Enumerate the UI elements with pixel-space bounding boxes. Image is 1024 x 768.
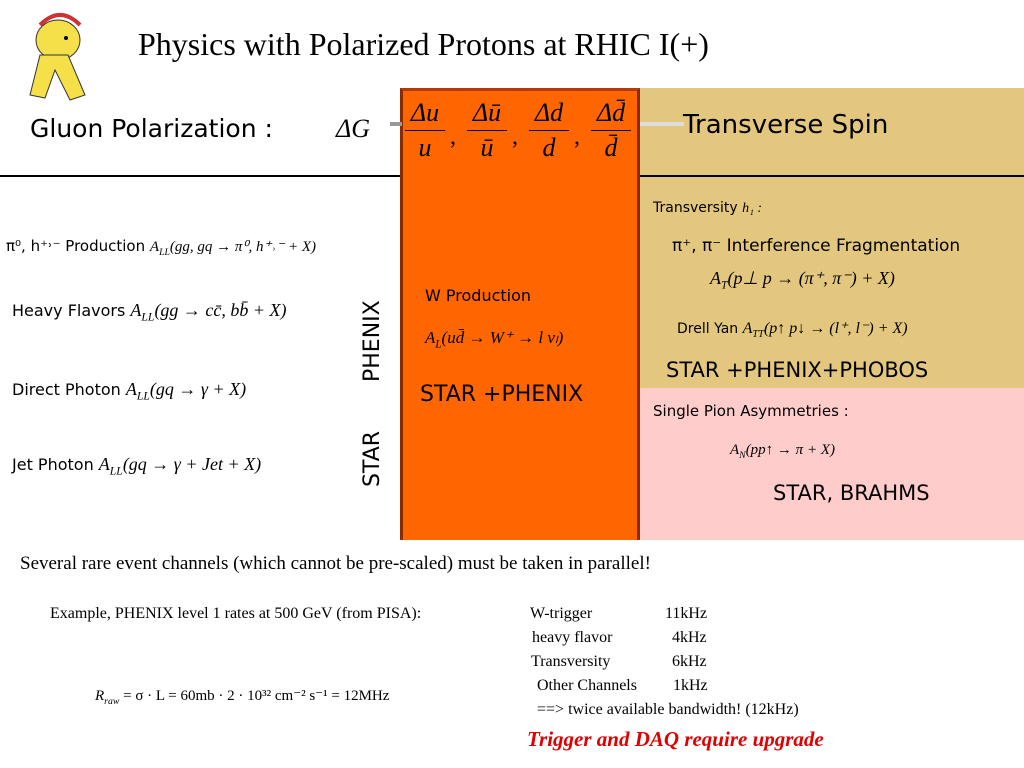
asym: A xyxy=(730,442,740,458)
cartoon xyxy=(0,0,118,112)
experiments: STAR, BRAHMS xyxy=(773,481,930,505)
asym: A xyxy=(98,454,110,474)
rate-name: Other Channels xyxy=(537,677,637,694)
asym-sub: T xyxy=(721,278,728,292)
channel: Heavy Flavors ALL(gg → cc̄, bb̄ + X) xyxy=(12,300,287,324)
asym-expr: (p⊥ p → (π⁺, π⁻) + X) xyxy=(727,268,895,288)
transversity-label: Transversity xyxy=(653,200,738,216)
channel: π⁰, h⁺˒⁻ Production ALL(gg, gq → π⁰, h⁺˒… xyxy=(6,237,316,258)
asym-sub: TT xyxy=(752,329,764,341)
asym-sub: LL xyxy=(109,464,123,478)
formula-sub: raw xyxy=(104,696,120,707)
asymmetry: ALL(gq → γ + Jet + X) xyxy=(98,454,262,478)
asym-sub: LL xyxy=(136,389,150,403)
asym-expr: (pp↑ → π + X) xyxy=(745,442,835,458)
conclusion: Trigger and DAQ require upgrade xyxy=(527,727,824,751)
orange-panel xyxy=(400,88,640,540)
experiments: STAR +PHENIX+PHOBOS xyxy=(666,358,929,382)
phenix-label: PHENIX xyxy=(360,300,385,382)
asymmetry: AN(pp↑ → π + X) xyxy=(730,442,835,461)
gluon-symbol: ΔG xyxy=(336,114,371,143)
separator: , xyxy=(574,124,580,150)
denominator: u xyxy=(418,133,432,162)
single-pion: Single Pion Asymmetries : xyxy=(653,402,849,420)
rate-value: 1kHz xyxy=(673,677,708,694)
asym-expr: (gq → γ + X) xyxy=(149,379,247,399)
asym-sub: LL xyxy=(141,310,155,324)
transverse-title: Transverse Spin xyxy=(683,110,889,140)
asym-sub: LL xyxy=(159,247,170,258)
example: Example, PHENIX level 1 rates at 500 GeV… xyxy=(50,605,422,622)
rate-value: 11kHz xyxy=(665,605,708,622)
denominator: ū xyxy=(480,133,494,162)
tan-panel xyxy=(640,88,1024,385)
asym: A xyxy=(742,320,753,337)
asym-sub: N xyxy=(739,450,746,461)
pink-panel xyxy=(640,385,1024,540)
asymmetry: ATT(p↑ p↓ → (l⁺, l⁻) + X) xyxy=(742,320,908,341)
rate-value: 4kHz xyxy=(672,629,707,646)
formula-symbol: R xyxy=(95,688,105,704)
asym: A xyxy=(125,379,137,399)
denominator: d xyxy=(542,133,556,162)
interference: π⁺, π⁻ Interference Fragmentation xyxy=(672,236,961,256)
channel-label: Jet Photon xyxy=(12,455,94,474)
star-label: STAR xyxy=(360,430,385,487)
asymmetry: AT(p⊥ p → (π⁺, π⁻) + X) xyxy=(710,268,895,292)
drell-yan: Drell Yan ATT(p↑ p↓ → (l⁺, l⁻) + X) xyxy=(677,318,908,340)
rate-name: heavy flavor xyxy=(532,629,613,646)
asym-expr: (gg, gq → π⁰, h⁺˒⁻ + X) xyxy=(169,239,317,255)
numerator: Δū xyxy=(467,96,507,131)
divider xyxy=(640,175,1024,177)
channel: Direct Photon ALL(gq → γ + X) xyxy=(12,379,246,403)
slide-title: Physics with Polarized Protons at RHIC I… xyxy=(138,26,709,62)
drell-yan-label: Drell Yan xyxy=(677,321,739,337)
asymmetry: ALL(gq → γ + X) xyxy=(125,379,247,403)
asymmetry: AL(ud̄ → W⁺ → l νₗ) xyxy=(425,328,563,350)
asym-expr: (gq → γ + Jet + X) xyxy=(122,454,262,474)
fraction: Δu u xyxy=(405,96,445,165)
h1: h₁ : xyxy=(742,201,763,216)
asym: A xyxy=(130,300,142,320)
asymmetry: ALL(gg → cc̄, bb̄ + X) xyxy=(130,300,287,324)
asym: A xyxy=(710,268,721,288)
asym: A xyxy=(149,239,160,255)
channel: Jet Photon ALL(gq → γ + Jet + X) xyxy=(12,454,261,478)
channel-label: Heavy Flavors xyxy=(12,301,126,320)
denominator: d̄ xyxy=(604,133,618,162)
rate-name: W-trigger xyxy=(530,605,593,622)
numerator: Δd xyxy=(529,96,569,131)
connector xyxy=(390,122,402,126)
experiments: STAR +PHENIX xyxy=(420,382,584,407)
gluon-label: Gluon Polarization : xyxy=(30,114,273,143)
channel-label: π⁰, h⁺˒⁻ Production xyxy=(6,237,146,255)
rate-formula: Rraw = σ · L = 60mb · 2 · 10³² cm⁻² s⁻¹ … xyxy=(95,686,389,707)
separator: , xyxy=(450,124,456,150)
fraction: Δd d xyxy=(529,96,569,165)
asym-sub: L xyxy=(435,338,442,351)
asymmetry: ALL(gg, gq → π⁰, h⁺˒⁻ + X) xyxy=(149,239,317,258)
note: Several rare event channels (which canno… xyxy=(20,553,651,574)
fraction: Δd̄ d̄ xyxy=(591,96,631,165)
asym-expr: (gg → cc̄, bb̄ + X) xyxy=(154,300,287,320)
formula-expr: = σ · L = 60mb · 2 · 10³² cm⁻² s⁻¹ = 12M… xyxy=(123,688,390,704)
asym-expr: (ud̄ → W⁺ → l νₗ) xyxy=(441,328,564,347)
connector xyxy=(640,122,684,126)
asym-expr: (p↑ p↓ → (l⁺, l⁻) + X) xyxy=(763,320,908,337)
divider xyxy=(0,175,400,177)
channel-label: Direct Photon xyxy=(12,380,121,399)
separator: , xyxy=(512,124,518,150)
numerator: Δu xyxy=(405,96,445,131)
asym: A xyxy=(425,328,436,347)
transversity: Transversity h₁ : xyxy=(653,200,762,217)
w-production: W Production xyxy=(425,286,532,305)
summary: ==> twice available bandwidth! (12kHz) xyxy=(537,701,799,718)
rate-value: 6kHz xyxy=(672,653,707,670)
fraction: Δū ū xyxy=(467,96,507,165)
rate-name: Transversity xyxy=(531,653,611,670)
numerator: Δd̄ xyxy=(591,96,631,131)
